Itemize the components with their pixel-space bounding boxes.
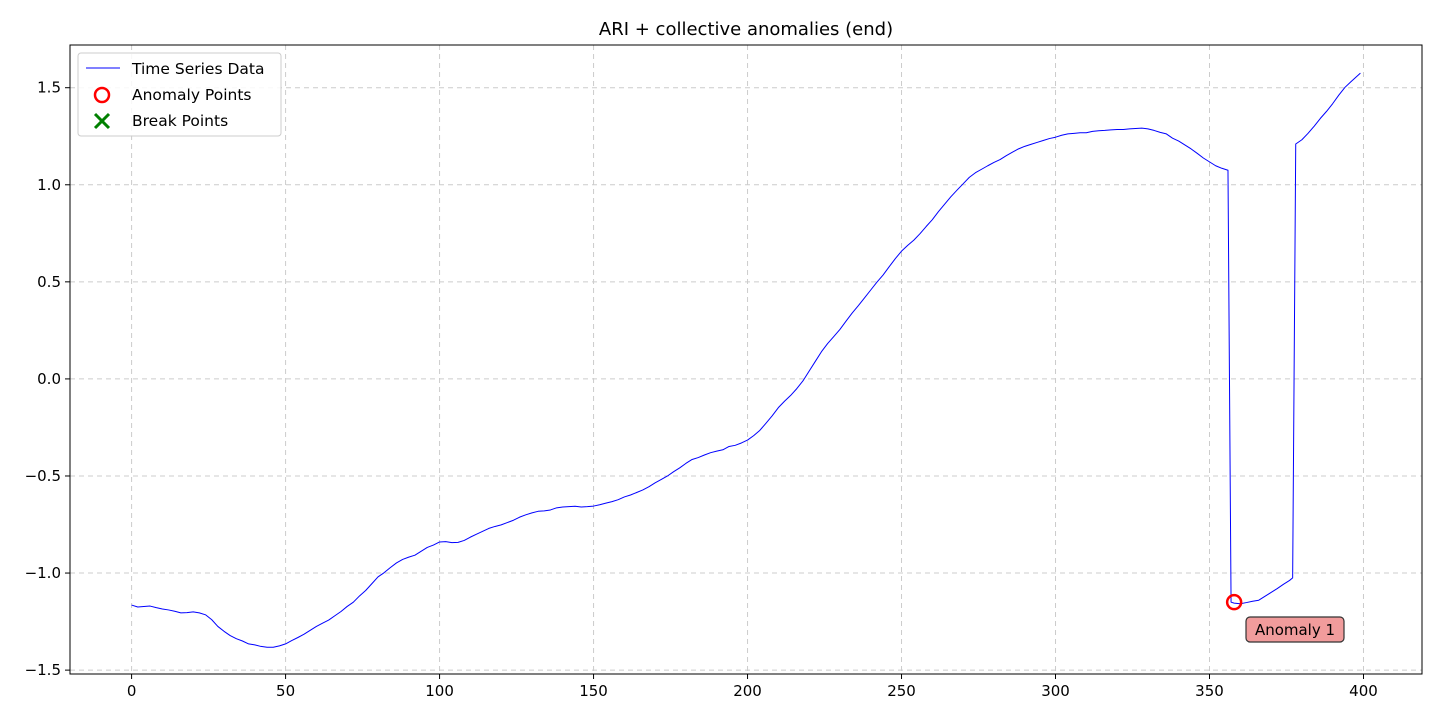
legend: Time Series Data Anomaly Points Break Po… bbox=[77, 52, 282, 137]
y-tick-label: 0.5 bbox=[37, 273, 61, 291]
x-tick-label: 150 bbox=[579, 682, 608, 700]
y-tick-label: −0.5 bbox=[25, 467, 61, 485]
annotation-label: Anomaly 1 bbox=[1255, 621, 1335, 639]
anomaly-point bbox=[1225, 593, 1243, 611]
annotation-anomaly-1: Anomaly 1 bbox=[1245, 616, 1345, 643]
x-tick-label: 200 bbox=[733, 682, 762, 700]
legend-label-series: Time Series Data bbox=[131, 60, 264, 78]
x-tick-label: 0 bbox=[127, 682, 137, 700]
ticks: 0 50 100 150 200 250 300 350 400 −1.5 −1.0 −0.5 0.0 0… bbox=[25, 79, 1378, 700]
legend-anomaly-marker bbox=[93, 86, 111, 104]
x-tick-label: 250 bbox=[887, 682, 916, 700]
x-tick-label: 350 bbox=[1195, 682, 1224, 700]
x-tick-label: 100 bbox=[425, 682, 454, 700]
series-line-0 bbox=[131, 72, 1361, 648]
y-tick-label: 1.0 bbox=[37, 176, 61, 194]
chart-title: ARI + collective anomalies (end) bbox=[599, 19, 893, 40]
legend-break-marker bbox=[93, 112, 111, 130]
axes-frame bbox=[69, 44, 1423, 675]
y-tick-label: 1.5 bbox=[37, 79, 61, 97]
x-tick-label: 300 bbox=[1041, 682, 1070, 700]
legend-label-anomaly: Anomaly Points bbox=[132, 86, 251, 104]
x-tick-label: 400 bbox=[1349, 682, 1378, 700]
annotation-box bbox=[1245, 616, 1345, 643]
x-tick-label: 50 bbox=[276, 682, 295, 700]
series-layer bbox=[131, 72, 1361, 648]
legend-frame bbox=[77, 52, 282, 137]
grid bbox=[70, 45, 1422, 674]
y-tick-label: −1.0 bbox=[25, 564, 61, 582]
marker-layer bbox=[1225, 593, 1243, 611]
y-tick-label: −1.5 bbox=[25, 661, 61, 679]
legend-label-break: Break Points bbox=[132, 112, 228, 130]
y-tick-label: 0.0 bbox=[37, 370, 61, 388]
